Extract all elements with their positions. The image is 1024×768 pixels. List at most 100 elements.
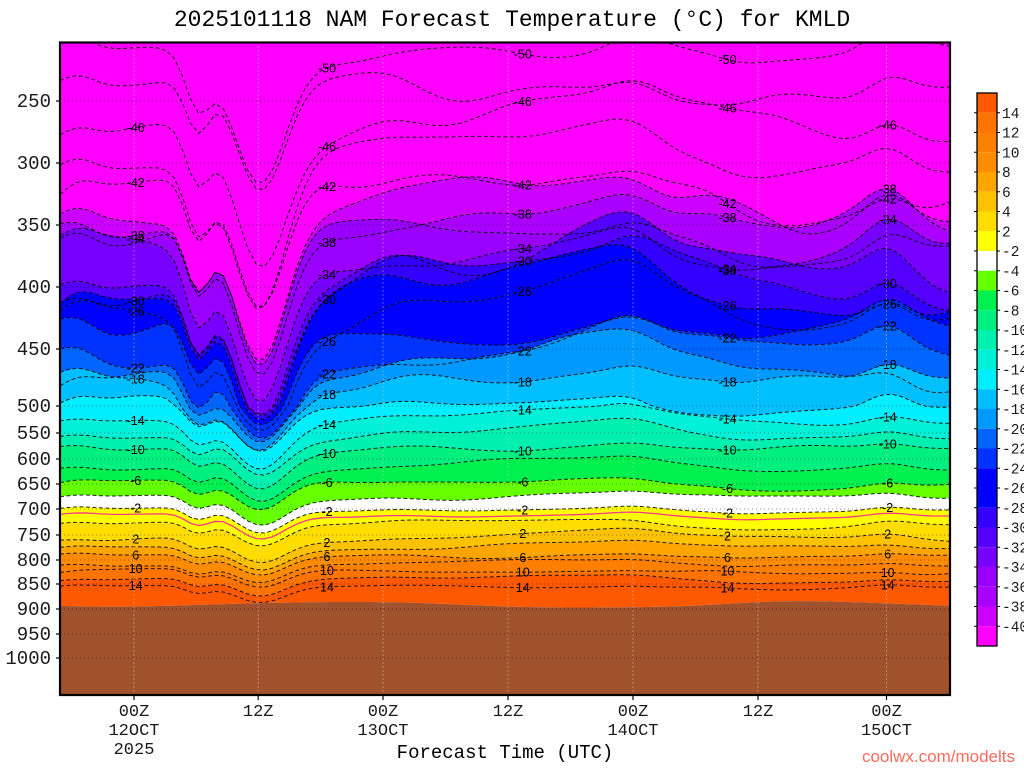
svg-text:-46: -46 — [514, 95, 532, 109]
svg-text:-34: -34 — [318, 268, 336, 282]
svg-text:-18: -18 — [718, 376, 736, 390]
svg-text:12Z: 12Z — [493, 703, 524, 722]
svg-text:-8: -8 — [1002, 304, 1019, 320]
svg-text:-46: -46 — [718, 102, 736, 116]
svg-text:-12: -12 — [1002, 344, 1024, 360]
svg-text:-6: -6 — [321, 476, 332, 490]
svg-text:-4: -4 — [1002, 265, 1019, 281]
svg-text:1000: 1000 — [5, 648, 51, 670]
svg-text:-6: -6 — [722, 482, 733, 496]
svg-text:-22: -22 — [1002, 443, 1024, 459]
svg-text:-26: -26 — [718, 299, 736, 313]
svg-text:12Z: 12Z — [743, 703, 774, 722]
svg-text:-50: -50 — [318, 61, 336, 75]
svg-text:-22: -22 — [318, 368, 336, 382]
svg-text:900: 900 — [17, 599, 51, 621]
svg-text:14: 14 — [129, 579, 143, 593]
svg-text:6: 6 — [724, 551, 731, 565]
svg-text:-50: -50 — [718, 53, 736, 67]
svg-text:4: 4 — [1002, 206, 1011, 222]
svg-text:10: 10 — [516, 566, 530, 580]
svg-text:-6: -6 — [882, 477, 893, 491]
svg-text:-14: -14 — [1002, 364, 1024, 380]
svg-text:850: 850 — [17, 574, 51, 596]
svg-text:-36: -36 — [1002, 581, 1024, 597]
svg-text:14OCT: 14OCT — [607, 722, 658, 741]
svg-text:-10: -10 — [879, 437, 897, 451]
svg-text:-18: -18 — [1002, 403, 1024, 419]
svg-text:13OCT: 13OCT — [357, 722, 408, 741]
svg-text:-20: -20 — [1002, 423, 1024, 439]
svg-text:2: 2 — [324, 536, 331, 550]
svg-text:-14: -14 — [127, 414, 145, 428]
svg-text:-46: -46 — [318, 140, 336, 154]
svg-text:14: 14 — [516, 581, 530, 595]
svg-text:-10: -10 — [127, 443, 145, 457]
svg-text:2: 2 — [1002, 225, 1011, 241]
svg-text:2: 2 — [132, 533, 139, 547]
svg-text:Forecast Time (UTC): Forecast Time (UTC) — [397, 742, 614, 764]
svg-text:00Z: 00Z — [871, 703, 902, 722]
svg-text:-46: -46 — [879, 119, 897, 133]
svg-text:2025101118 NAM Forecast Temper: 2025101118 NAM Forecast Temperature (°C)… — [174, 7, 850, 33]
svg-text:10: 10 — [320, 564, 334, 578]
svg-text:2025: 2025 — [114, 741, 155, 760]
svg-text:-30: -30 — [1002, 522, 1024, 538]
svg-text:-26: -26 — [879, 298, 897, 312]
svg-text:-10: -10 — [1002, 324, 1024, 340]
svg-text:-2: -2 — [321, 505, 332, 519]
svg-text:-32: -32 — [1002, 541, 1024, 557]
svg-text:-6: -6 — [1002, 285, 1019, 301]
svg-text:-30: -30 — [127, 295, 145, 309]
svg-text:-26: -26 — [1002, 482, 1024, 498]
svg-text:14: 14 — [320, 580, 334, 594]
svg-text:-18: -18 — [879, 358, 897, 372]
svg-text:-18: -18 — [318, 388, 336, 402]
svg-text:-22: -22 — [879, 320, 897, 334]
svg-text:6: 6 — [324, 550, 331, 564]
svg-text:-30: -30 — [879, 277, 897, 291]
svg-text:2: 2 — [884, 528, 891, 542]
svg-text:-38: -38 — [1002, 601, 1024, 617]
svg-text:-22: -22 — [127, 362, 145, 376]
svg-text:6: 6 — [519, 551, 526, 565]
svg-text:6: 6 — [132, 548, 139, 562]
svg-text:6: 6 — [1002, 186, 1011, 202]
svg-text:-28: -28 — [1002, 502, 1024, 518]
svg-text:-42: -42 — [318, 180, 336, 194]
svg-text:300: 300 — [17, 153, 51, 175]
svg-text:-30: -30 — [318, 293, 336, 307]
svg-text:500: 500 — [17, 396, 51, 418]
svg-text:-42: -42 — [718, 197, 736, 211]
svg-text:10: 10 — [1002, 146, 1019, 162]
svg-text:14: 14 — [1002, 107, 1019, 123]
svg-text:-38: -38 — [514, 208, 532, 222]
svg-text:-14: -14 — [514, 403, 532, 417]
svg-text:-10: -10 — [718, 443, 736, 457]
svg-text:-2: -2 — [882, 501, 893, 515]
svg-text:-2: -2 — [517, 503, 528, 517]
svg-text:10: 10 — [881, 566, 895, 580]
svg-text:-6: -6 — [130, 474, 141, 488]
svg-text:800: 800 — [17, 550, 51, 572]
svg-text:14: 14 — [881, 579, 895, 593]
svg-text:-38: -38 — [127, 229, 145, 243]
svg-text:-22: -22 — [718, 332, 736, 346]
svg-text:950: 950 — [17, 624, 51, 646]
svg-text:550: 550 — [17, 423, 51, 445]
svg-text:-2: -2 — [130, 502, 141, 516]
svg-text:-14: -14 — [879, 410, 897, 424]
svg-text:-10: -10 — [514, 444, 532, 458]
svg-text:-46: -46 — [127, 121, 145, 135]
svg-text:-18: -18 — [514, 375, 532, 389]
svg-text:00Z: 00Z — [368, 703, 399, 722]
svg-text:-38: -38 — [718, 211, 736, 225]
svg-text:350: 350 — [17, 215, 51, 237]
svg-text:-34: -34 — [879, 213, 897, 227]
svg-text:6: 6 — [884, 547, 891, 561]
svg-text:450: 450 — [17, 339, 51, 361]
svg-text:250: 250 — [17, 91, 51, 113]
svg-text:12Z: 12Z — [243, 703, 274, 722]
svg-text:00Z: 00Z — [618, 703, 649, 722]
svg-text:-14: -14 — [318, 418, 336, 432]
